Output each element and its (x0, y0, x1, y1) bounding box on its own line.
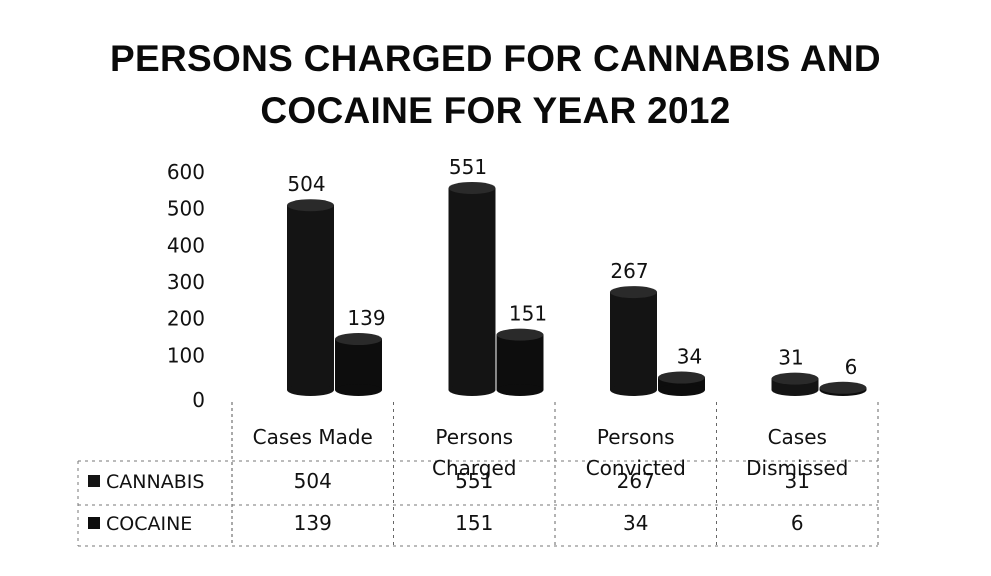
table-cell-value: 31 (785, 469, 810, 493)
bar-base-cannabis (448, 384, 496, 396)
x-category-label: Convicted (586, 456, 686, 480)
y-tick-label: 0 (192, 388, 205, 412)
bar-top-cannabis (610, 286, 657, 299)
y-tick-label: 300 (167, 270, 205, 294)
bar-base-cannabis (287, 384, 334, 396)
bar-base-cannabis (771, 384, 819, 396)
table-cell-value: 504 (294, 469, 332, 493)
x-category-label: Persons (597, 425, 675, 449)
bar-value-label: 551 (449, 155, 487, 179)
bar-cannabis (287, 205, 334, 390)
table-cell-value: 139 (294, 511, 332, 535)
bar-cannabis (610, 292, 657, 390)
chart-title-line-1: PERSONS CHARGED FOR CANNABIS AND (110, 38, 881, 79)
bar-top-cannabis (771, 372, 819, 385)
y-tick-label: 400 (167, 233, 205, 257)
bar-top-cannabis (448, 181, 496, 194)
x-category-label: Cases (768, 425, 827, 449)
bar-value-label: 6 (845, 355, 858, 379)
table-cell-value: 267 (617, 469, 655, 493)
y-tick-label: 500 (167, 197, 205, 221)
bar-cocaine (496, 334, 544, 390)
bar-top-cocaine (335, 333, 382, 346)
y-tick-label: 200 (167, 307, 205, 331)
legend-label: COCAINE (106, 513, 192, 535)
bar-value-label: 31 (778, 346, 803, 370)
bar-top-cocaine (496, 328, 544, 341)
bar-base-cocaine (335, 384, 382, 396)
chart-title-line-2: COCAINE FOR YEAR 2012 (260, 90, 731, 131)
bar-cannabis (448, 187, 496, 390)
legend-key-cannabis (88, 475, 100, 487)
legend-label: CANNABIS (106, 471, 204, 493)
bar-value-label: 139 (347, 306, 385, 330)
x-category-label: Persons (435, 425, 513, 449)
y-tick-label: 100 (167, 343, 205, 367)
x-category-label: Cases Made (253, 425, 373, 449)
x-category-label: Charged (432, 456, 516, 480)
bar-top-cocaine (658, 371, 705, 384)
table-cell-value: 6 (791, 511, 804, 535)
y-tick-label: 600 (167, 160, 205, 184)
x-category-label: Dismissed (746, 456, 848, 480)
bar-top-cocaine (819, 381, 867, 394)
bar-value-label: 34 (677, 345, 702, 369)
bar-value-label: 504 (287, 172, 325, 196)
bar-cocaine (335, 339, 382, 390)
table-cell-value: 34 (623, 511, 648, 535)
bar-base-cannabis (610, 384, 657, 396)
bar-base-cocaine (658, 384, 705, 396)
legend-key-cocaine (88, 517, 100, 529)
bar-value-label: 151 (509, 302, 547, 326)
bar-base-cocaine (496, 384, 544, 396)
table-cell-value: 551 (455, 469, 493, 493)
bar-top-cannabis (287, 199, 334, 212)
bar-value-label: 267 (610, 259, 648, 283)
table-cell-value: 151 (455, 511, 493, 535)
